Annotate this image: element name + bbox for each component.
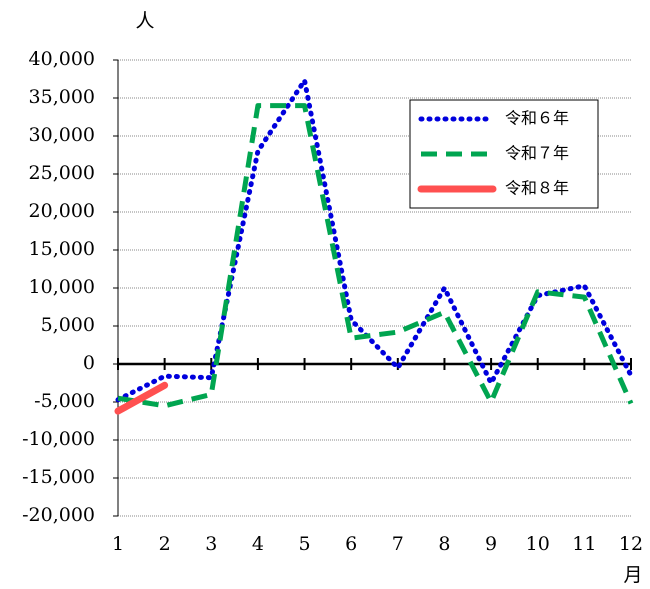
y-tick-label: 15,000: [29, 238, 95, 260]
y-tick-label: 10,000: [29, 276, 95, 298]
data-line: [115, 78, 634, 403]
y-tick-label: 35,000: [29, 86, 95, 108]
y-tick-label: 5,000: [41, 314, 95, 336]
legend-label: 令和８年: [505, 179, 569, 198]
x-tick-label: 12: [619, 533, 643, 555]
x-tick-label: 8: [438, 533, 450, 555]
y-tick-label: 30,000: [29, 124, 95, 146]
x-tick-label: 5: [298, 533, 310, 555]
y-tick-label: 40,000: [29, 48, 95, 70]
y-tick-label: 25,000: [29, 162, 95, 184]
x-tick-label: 3: [205, 533, 217, 555]
y-tick-label: 0: [83, 352, 95, 374]
data-line: [114, 381, 169, 415]
x-tick-label: 11: [572, 533, 596, 555]
y-tick-label: -15,000: [22, 466, 95, 488]
y-tick-label: -20,000: [22, 504, 95, 526]
legend-label: 令和６年: [505, 109, 569, 128]
x-tick-label: 4: [252, 533, 264, 555]
x-tick-label: 1: [112, 533, 124, 555]
x-tick-label: 9: [485, 533, 497, 555]
y-unit: 人: [135, 10, 154, 32]
legend-label: 令和７年: [505, 144, 569, 163]
x-unit: 月: [623, 564, 642, 586]
x-tick-label: 10: [526, 533, 550, 555]
data-line: [117, 103, 634, 409]
y-tick-label: -5,000: [34, 390, 95, 412]
x-tick-label: 6: [345, 533, 357, 555]
y-tick-label: -10,000: [22, 428, 95, 450]
x-tick-label: 7: [392, 533, 404, 555]
x-tick-label: 2: [159, 533, 171, 555]
y-tick-label: 20,000: [29, 200, 95, 222]
